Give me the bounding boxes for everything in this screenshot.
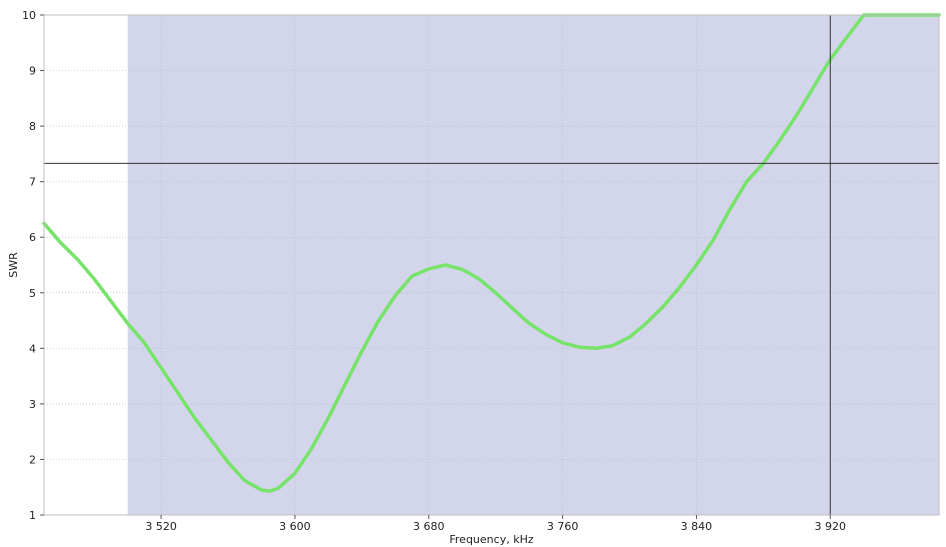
y-tick-label: 3 [29, 398, 36, 411]
y-tick-label: 2 [29, 453, 36, 466]
y-tick-label: 5 [29, 287, 36, 300]
x-axis-label: Frequency, kHz [449, 533, 533, 546]
band-highlight [127, 15, 940, 515]
x-tick-label: 3 520 [145, 520, 177, 533]
y-tick-label: 9 [29, 65, 36, 78]
x-axis: 3 520 3 600 3 680 3 760 3 840 3 920 [145, 515, 846, 533]
y-tick-label: 8 [29, 120, 36, 133]
y-tick-label: 6 [29, 231, 36, 244]
y-axis: 1 2 3 4 5 6 7 8 9 10 [22, 9, 44, 522]
y-tick-label: 10 [22, 9, 36, 22]
y-tick-label: 1 [29, 509, 36, 522]
y-tick-label: 7 [29, 176, 36, 189]
x-tick-label: 3 680 [413, 520, 445, 533]
y-tick-label: 4 [29, 342, 36, 355]
x-tick-label: 3 920 [815, 520, 847, 533]
x-tick-label: 3 600 [279, 520, 311, 533]
plot-frame [43, 14, 940, 516]
series-layer [42, 13, 941, 493]
x-tick-label: 3 760 [547, 520, 579, 533]
x-tick-label: 3 840 [681, 520, 713, 533]
cursor[interactable] [44, 15, 939, 515]
y-axis-label: SWR [7, 252, 20, 278]
series-line [42, 13, 941, 493]
